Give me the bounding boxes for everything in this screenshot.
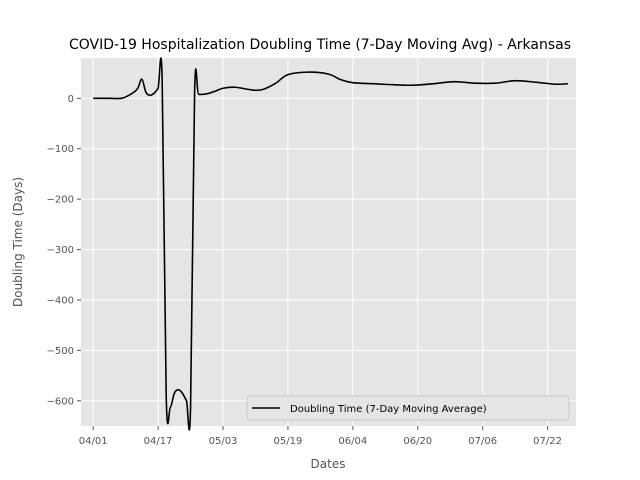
chart-title: COVID-19 Hospitalization Doubling Time (… — [69, 37, 571, 53]
y-tick-label: 0 — [68, 94, 74, 105]
x-tick-label: 05/19 — [274, 436, 303, 447]
x-axis: 04/01 04/17 05/03 05/19 06/04 06/20 07/06 07/22 — [79, 426, 562, 447]
y-axis-label: Doubling Time (Days) — [11, 177, 25, 307]
y-tick-label: −200 — [47, 195, 74, 206]
x-tick-label: 04/01 — [79, 436, 108, 447]
y-tick-label: −600 — [47, 396, 74, 407]
series-line — [93, 57, 568, 431]
x-tick-label: 07/06 — [468, 436, 497, 447]
legend: Doubling Time (7-Day Moving Average) — [246, 395, 570, 421]
y-tick-label: −500 — [47, 346, 74, 357]
legend-box — [246, 395, 570, 421]
y-tick-label: −100 — [47, 144, 74, 155]
x-tick-label: 06/04 — [338, 436, 367, 447]
x-tick-label: 07/22 — [533, 436, 562, 447]
y-tick-label: −400 — [47, 295, 74, 306]
y-axis: 0 −100 −200 −300 −400 −500 −600 — [47, 94, 81, 407]
y-tick-label: −300 — [47, 245, 74, 256]
x-axis-label: Dates — [311, 457, 346, 471]
x-tick-label: 04/17 — [144, 436, 173, 447]
legend-label: Doubling Time (7-Day Moving Average) — [290, 404, 487, 415]
x-tick-label: 05/03 — [209, 436, 238, 447]
plot-background — [81, 58, 576, 426]
x-tick-label: 06/20 — [403, 436, 432, 447]
series-layer — [93, 57, 568, 431]
